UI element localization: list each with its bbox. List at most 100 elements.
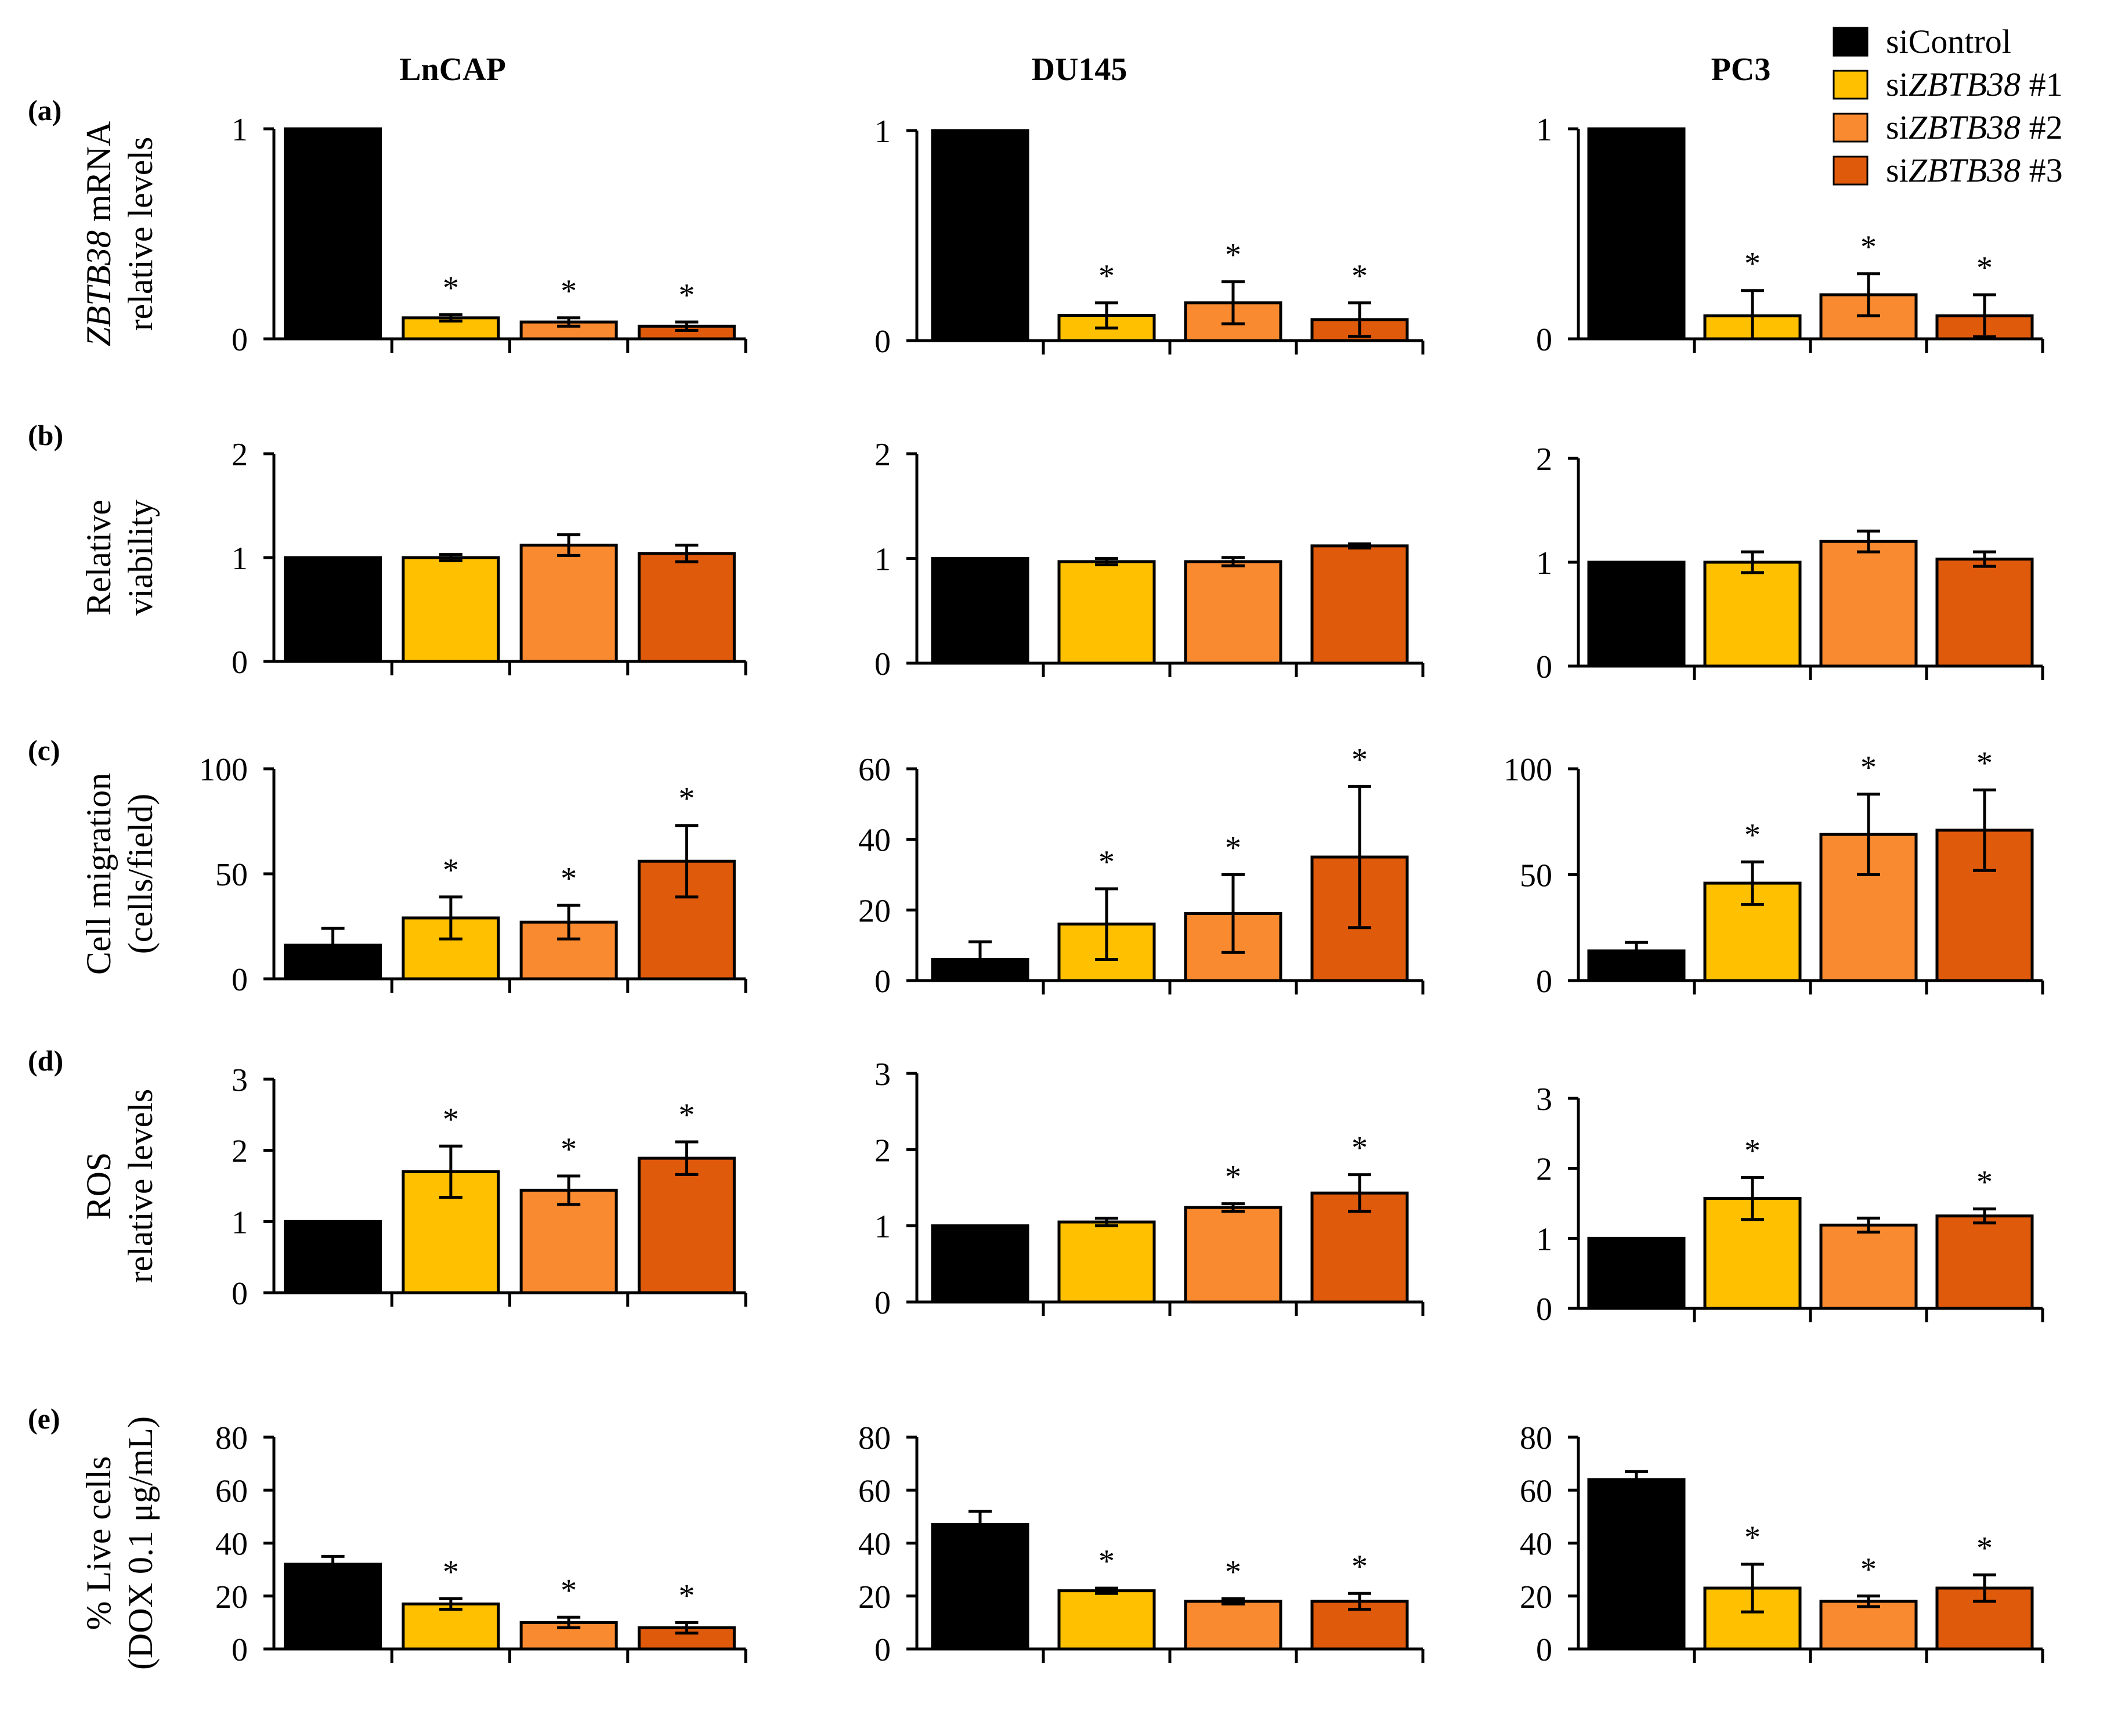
significance-asterisk: *: [1098, 258, 1115, 294]
legend-label: siControl: [1886, 23, 2011, 60]
bar-sizbtb38-3: [637, 1156, 736, 1294]
y-tick-label: 1: [874, 114, 891, 150]
bar-sicontrol: [284, 127, 382, 341]
significance-asterisk: *: [678, 781, 695, 817]
y-axis-title-line1: Cell migration: [79, 773, 118, 975]
y-axis-title-line2: (DOX 0.1 μg/mL): [121, 1416, 160, 1670]
legend-label: siZBTB38 #1: [1886, 66, 2063, 103]
y-tick-label: 0: [1536, 1292, 1552, 1328]
bar-sizbtb38-1: [402, 556, 500, 663]
significance-asterisk: *: [1098, 844, 1115, 880]
significance-asterisk: *: [443, 1101, 459, 1137]
significance-asterisk: *: [678, 1578, 695, 1614]
bar-sizbtb38-2: [1819, 1223, 1918, 1310]
y-tick-label: 1: [232, 1205, 248, 1240]
column-header-lncap: LnCAP: [399, 52, 506, 88]
chart-d-du145: 0 1 2 3 * *: [874, 1057, 1425, 1321]
y-tick-label: 0: [232, 962, 248, 998]
significance-asterisk: *: [1351, 1549, 1368, 1585]
significance-asterisk: *: [1976, 250, 1993, 286]
significance-asterisk: *: [678, 277, 695, 313]
y-tick-label: 50: [215, 857, 248, 893]
significance-asterisk: *: [1744, 246, 1761, 282]
bar-sizbtb38-2: [1184, 1206, 1282, 1304]
row-label: (a): [28, 94, 62, 126]
y-tick-label: 40: [858, 1527, 891, 1563]
y-tick-label: 60: [858, 1473, 891, 1509]
y-axis-title: ZBTB38 mRNA relative levels: [79, 121, 160, 346]
chart-b-pc3: 0 1 2: [1536, 442, 2044, 685]
bar-sicontrol: [931, 1523, 1029, 1651]
significance-asterisk: *: [1976, 746, 1993, 782]
y-tick-label: 40: [215, 1527, 248, 1563]
column-header-du145: DU145: [1032, 52, 1127, 88]
y-axis-title-line2: relative levels: [121, 1089, 160, 1283]
y-tick-label: 1: [1536, 1221, 1552, 1257]
y-tick-label: 0: [232, 1276, 248, 1312]
y-tick-label: 0: [874, 1632, 891, 1668]
bar-sicontrol: [1587, 127, 1686, 341]
y-tick-label: 3: [874, 1057, 891, 1093]
bar-sizbtb38-2: [519, 544, 618, 663]
y-tick-label: 0: [874, 324, 891, 360]
significance-asterisk: *: [1860, 750, 1877, 786]
chart-c-du145: 0 20 40 60 * * *: [858, 742, 1425, 1000]
significance-asterisk: *: [1225, 830, 1241, 866]
y-tick-label: 1: [232, 541, 248, 577]
y-tick-label: 20: [858, 1579, 891, 1615]
legend-swatch: [1833, 70, 1869, 100]
significance-asterisk: *: [1225, 1159, 1241, 1195]
y-tick-label: 80: [858, 1420, 891, 1456]
y-tick-label: 100: [199, 752, 248, 788]
chart-d-pc3: 0 1 2 3 * *: [1536, 1082, 2044, 1328]
bar-sizbtb38-1: [1057, 1589, 1156, 1651]
column-header-pc3: PC3: [1711, 52, 1771, 88]
bar-sicontrol: [284, 556, 382, 663]
y-tick-label: 0: [1536, 1632, 1552, 1668]
y-tick-label: 20: [215, 1579, 248, 1615]
y-axis-title: Cell migration (cells/field): [79, 773, 160, 975]
y-tick-label: 80: [215, 1420, 248, 1456]
bar-sizbtb38-3: [1935, 558, 2034, 668]
significance-asterisk: *: [1744, 818, 1761, 853]
row-label: (e): [28, 1402, 60, 1435]
y-tick-label: 3: [232, 1062, 248, 1098]
bar-sizbtb38-2: [1819, 1600, 1918, 1651]
bar-sicontrol: [931, 1224, 1029, 1304]
y-tick-label: 80: [1520, 1420, 1552, 1456]
chart-a-lncap: 0 1 * * *: [232, 112, 747, 358]
chart-d-lncap: 0 1 2 3 * * *: [232, 1062, 747, 1312]
significance-asterisk: *: [561, 860, 577, 896]
y-tick-label: 20: [858, 893, 891, 929]
y-tick-label: 0: [874, 646, 891, 682]
chart-c-pc3: 0 50 100 * * *: [1504, 746, 2044, 1000]
y-tick-label: 0: [1536, 649, 1552, 685]
row-label: (b): [28, 419, 63, 451]
y-tick-label: 40: [1520, 1527, 1552, 1563]
significance-asterisk: *: [561, 273, 577, 309]
bar-sicontrol: [931, 557, 1029, 665]
chart-c-lncap: 0 50 100 * * *: [199, 752, 747, 998]
bar-sizbtb38-3: [1935, 1214, 2034, 1310]
significance-asterisk: *: [1860, 229, 1877, 265]
significance-asterisk: *: [1351, 742, 1368, 777]
bar-sizbtb38-2: [1184, 1600, 1282, 1651]
row-label: (d): [28, 1044, 63, 1077]
legend-label: siZBTB38 #2: [1886, 108, 2063, 146]
bar-sicontrol: [1587, 1236, 1686, 1310]
bar-sicontrol: [284, 1220, 382, 1294]
significance-asterisk: *: [443, 852, 459, 888]
chart-b-du145: 0 1 2: [874, 437, 1425, 682]
bar-sizbtb38-3: [637, 552, 736, 663]
bar-sizbtb38-2: [1184, 560, 1282, 665]
significance-asterisk: *: [1098, 1543, 1115, 1579]
y-tick-label: 2: [232, 1134, 248, 1170]
y-tick-label: 3: [1536, 1082, 1552, 1117]
y-tick-label: 0: [874, 964, 891, 1000]
bar-sizbtb38-1: [1703, 560, 1802, 668]
y-tick-label: 2: [1536, 442, 1552, 478]
bar-sizbtb38-1: [402, 1602, 500, 1651]
y-axis-title-line1: ZBTB38 mRNA: [79, 121, 118, 346]
y-tick-label: 0: [874, 1285, 891, 1321]
